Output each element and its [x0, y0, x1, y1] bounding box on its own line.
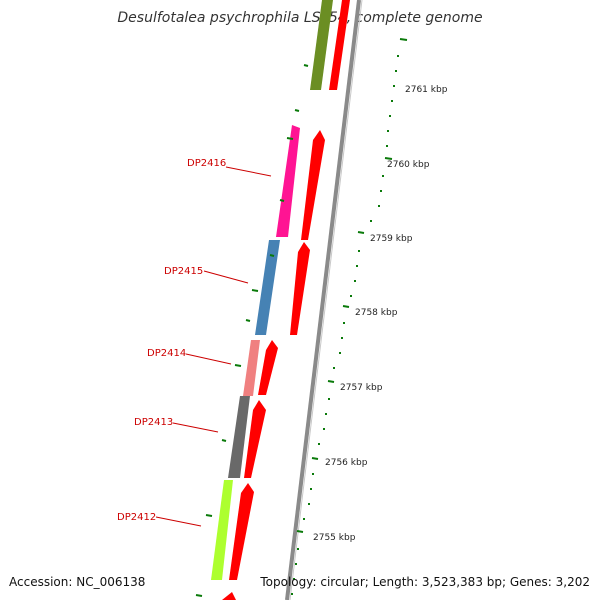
- gene-box: [276, 125, 300, 237]
- strand-arrow: [329, 0, 350, 90]
- gene-column-ticks: [195, 64, 309, 597]
- gene-label: DP2416: [187, 158, 226, 169]
- ruler-label: 2758 kbp: [355, 308, 398, 318]
- gene-box: [243, 340, 260, 396]
- gene-labels: DP2416 DP2415 DP2414 DP2413 DP2412: [117, 158, 226, 523]
- strand-arrow: [301, 130, 325, 240]
- gene-box: [310, 0, 333, 90]
- strand-arrow: [222, 592, 236, 600]
- ruler-label: 2759 kbp: [370, 234, 413, 244]
- genome-backbone: [285, 0, 361, 600]
- ruler-label: 2755 kbp: [313, 533, 356, 543]
- strand-arrows: [222, 0, 350, 600]
- accession-text: Accession: NC_006138: [9, 575, 146, 589]
- gene-box: [228, 396, 250, 478]
- strand-arrow: [244, 400, 266, 478]
- ruler-label: 2756 kbp: [325, 458, 368, 468]
- gene-box: [211, 480, 233, 580]
- gene-boxes: [211, 0, 333, 580]
- ruler-dots: [291, 55, 399, 595]
- ruler-label: 2757 kbp: [340, 383, 383, 393]
- gene-box: [255, 240, 280, 335]
- gene-label: DP2414: [147, 348, 186, 359]
- ruler-labels: 2761 kbp 2760 kbp 2759 kbp 2758 kbp 2757…: [313, 85, 448, 543]
- strand-arrow: [258, 340, 278, 395]
- gene-label: DP2415: [164, 266, 203, 277]
- strand-arrow: [229, 483, 254, 580]
- ruler-label: 2760 kbp: [387, 160, 430, 170]
- gene-label-leaders: [155, 166, 272, 527]
- genome-summary-text: Topology: circular; Length: 3,523,383 bp…: [260, 575, 590, 589]
- strand-arrow: [290, 242, 310, 335]
- map-title: Desulfotalea psychrophila LSv54, complet…: [117, 10, 483, 26]
- ruler-label: 2761 kbp: [405, 85, 448, 95]
- gene-label: DP2412: [117, 512, 156, 523]
- gene-label: DP2413: [134, 417, 173, 428]
- ruler-ticks: [296, 38, 408, 533]
